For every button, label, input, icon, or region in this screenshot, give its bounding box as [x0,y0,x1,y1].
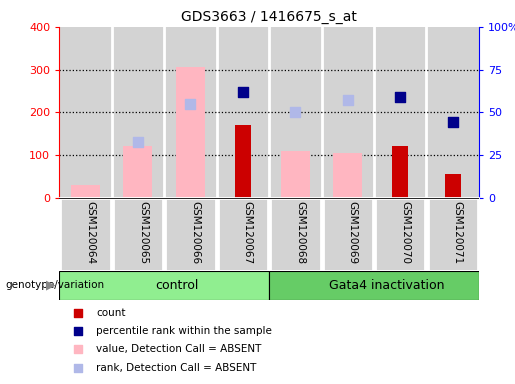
Point [345,227,353,233]
Point [291,109,299,115]
Text: GSM120066: GSM120066 [191,202,200,265]
Text: GSM120069: GSM120069 [348,202,358,265]
Point [396,94,404,101]
Bar [71,185,100,198]
Text: GSM120071: GSM120071 [453,202,462,265]
Bar [322,198,373,271]
Bar [281,151,310,198]
Point [345,60,353,66]
Bar [269,271,479,300]
Text: GSM120070: GSM120070 [400,202,410,265]
Bar [426,27,479,198]
Title: GDS3663 / 1416675_s_at: GDS3663 / 1416675_s_at [181,10,357,25]
Bar [176,68,205,198]
Point [134,139,142,145]
Bar [59,271,269,300]
Bar [445,174,460,198]
Text: GSM120067: GSM120067 [243,202,253,265]
Text: genotype/variation: genotype/variation [5,280,104,290]
Bar [269,27,321,198]
Bar [374,27,426,198]
Text: GSM120065: GSM120065 [138,202,148,265]
Point [344,97,352,103]
Text: count: count [96,308,126,318]
Bar [321,27,374,198]
Bar [124,146,152,198]
Text: control: control [156,279,199,291]
Text: rank, Detection Call = ABSENT: rank, Detection Call = ABSENT [96,363,256,373]
Text: percentile rank within the sample: percentile rank within the sample [96,326,272,336]
Bar [164,27,217,198]
Bar [113,198,163,271]
Bar [218,198,268,271]
Bar [112,27,164,198]
Bar [270,198,320,271]
Bar [427,198,478,271]
Point [186,101,195,107]
Bar [375,198,425,271]
Bar [235,125,251,198]
Text: value, Detection Call = ABSENT: value, Detection Call = ABSENT [96,344,262,354]
Text: GSM120068: GSM120068 [295,202,305,265]
Bar [392,146,408,198]
Text: GSM120064: GSM120064 [85,202,95,265]
Bar [217,27,269,198]
Point [449,119,457,125]
Bar [60,198,111,271]
Text: ▶: ▶ [46,279,56,291]
Bar [333,153,362,198]
Text: Gata4 inactivation: Gata4 inactivation [330,279,445,291]
Bar [165,198,216,271]
Point [239,89,247,95]
Bar [59,27,112,198]
